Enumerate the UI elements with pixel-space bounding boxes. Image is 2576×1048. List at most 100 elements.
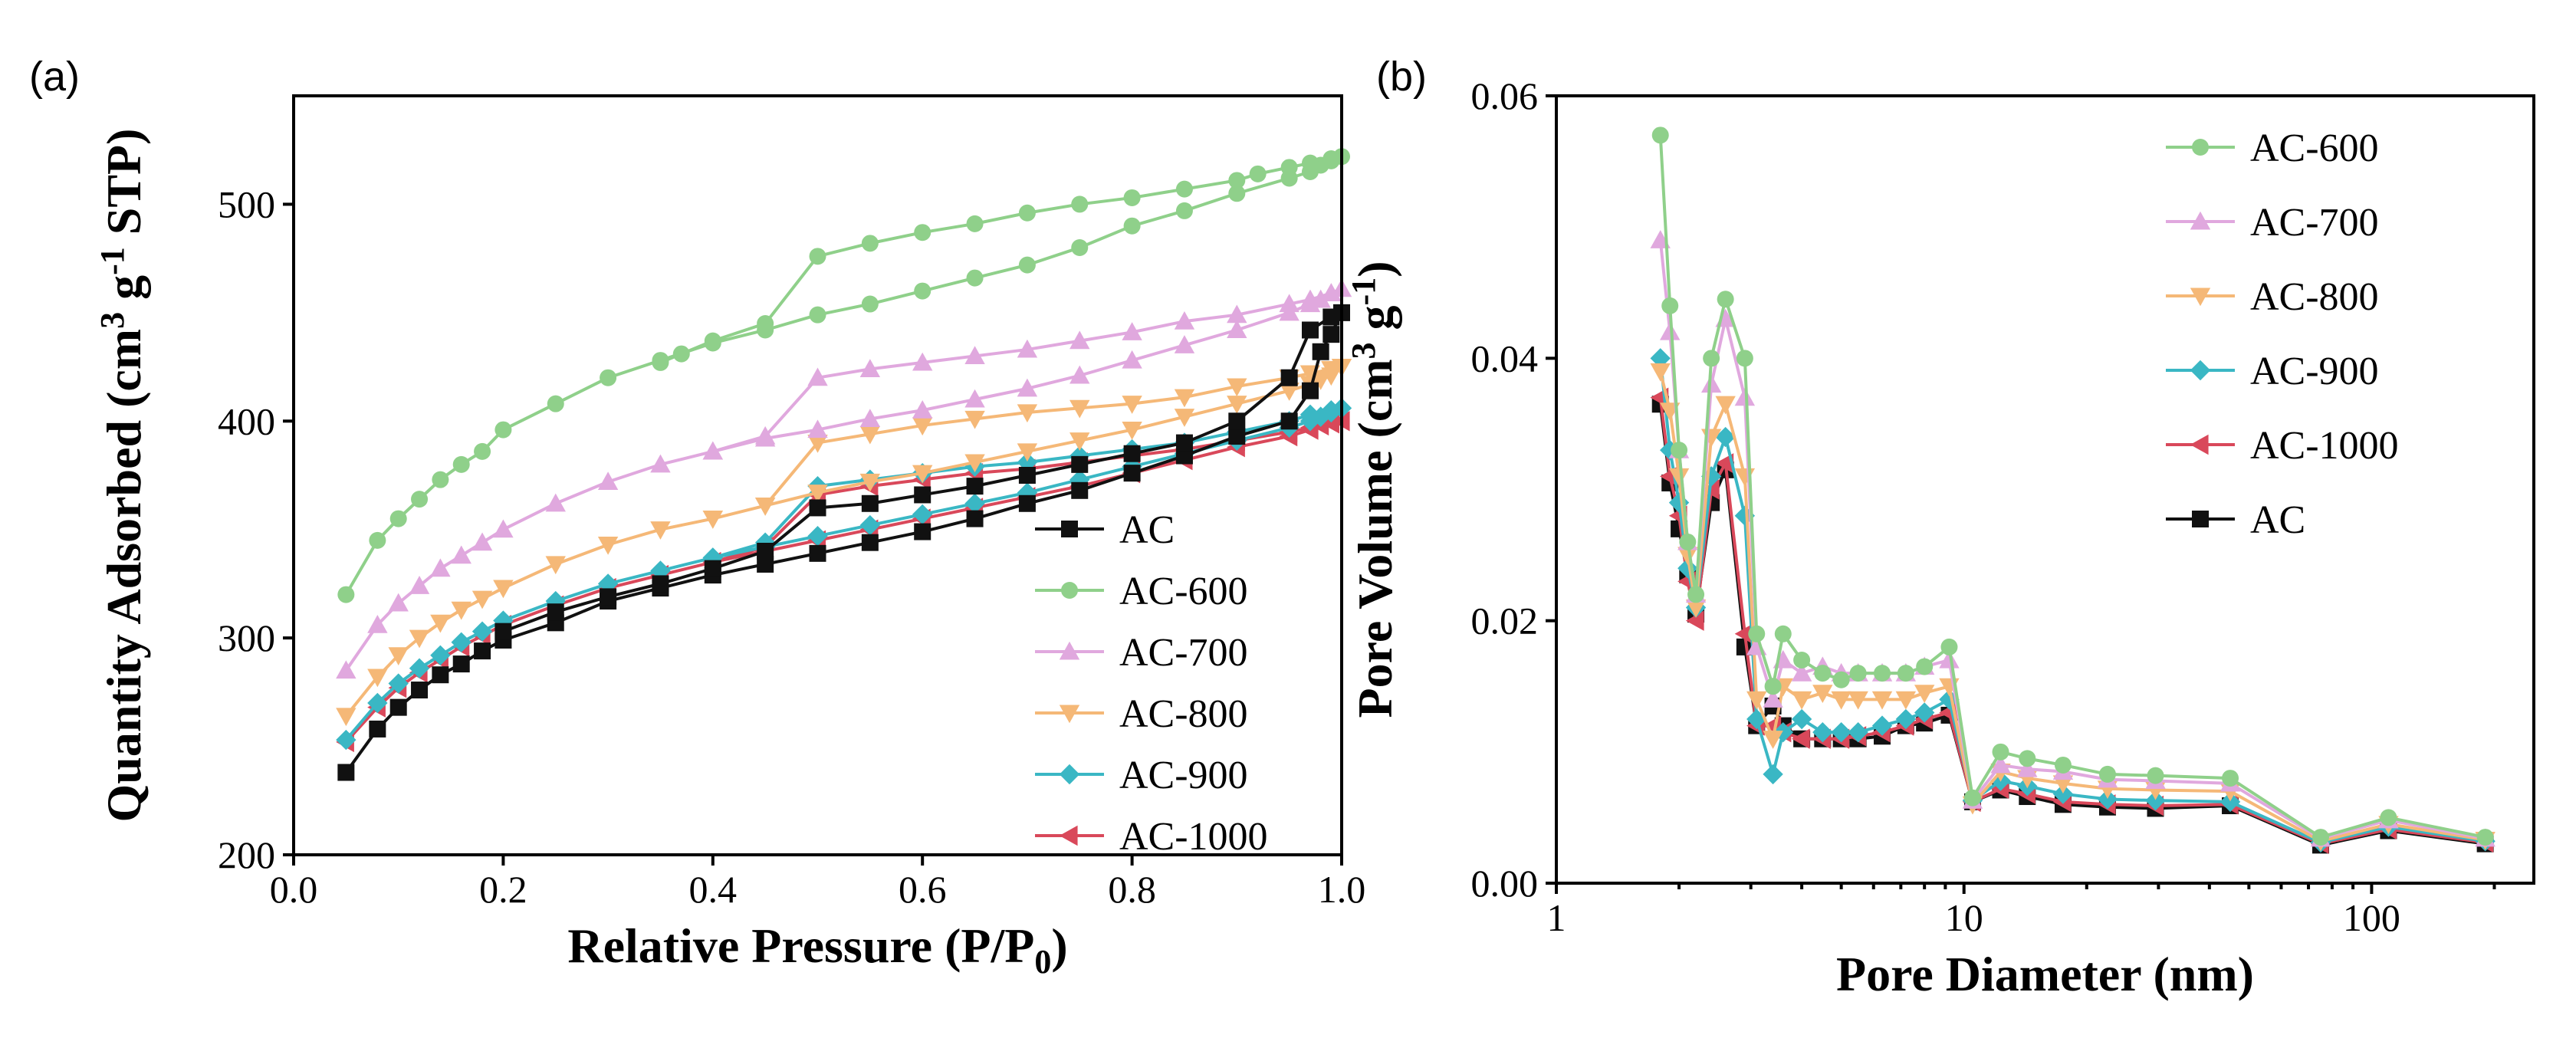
data-point-ac-900 [336,729,356,751]
data-point-ac-700 [1174,310,1195,330]
data-point-ac-700 [1734,387,1756,406]
data-point-ac-600 [369,531,386,549]
panel-a-legend: AC AC-600 AC-700 AC-800 AC-900 AC-1000 [1035,508,1268,859]
data-point-ac-800 [1763,731,1783,749]
data-point-ac-700 [1070,365,1090,384]
panel-a-x-axis-title: Relative Pressure (P/P0) [567,918,1067,981]
series-ac-600 [337,148,1350,603]
data-point-ac-600 [704,332,721,350]
data-point-ac-900 [807,526,828,547]
data-point-ac-600 [337,586,355,603]
data-point-ac-700 [2017,758,2038,777]
panel-a-xlabel-subscript: 0 [1034,943,1051,981]
data-point-ac-800 [597,536,619,555]
data-point-ac-700 [859,409,881,428]
panel-b-ylabel-sup1: 3 [1345,342,1382,359]
x-tick-label: 0.6 [899,868,947,911]
legend-item-ac-600: AC-600 [2166,126,2379,170]
data-point-ac [1228,428,1246,445]
data-point-ac-700 [472,532,493,551]
data-point-ac-900 [859,514,881,536]
legend-marker-ac-1000 [1059,825,1078,846]
data-point-ac-600 [1280,159,1298,176]
data-point-ac-600 [1849,665,1867,682]
legend-label: AC-600 [2250,126,2379,170]
data-point-ac-800 [493,580,514,599]
legend-label: AC-1000 [1119,815,1268,859]
legend-item-ac-800: AC-800 [1035,692,1248,736]
data-point-ac-600 [757,315,774,332]
data-point-ac [474,642,491,660]
data-point-ac-600 [1228,185,1246,202]
data-point-ac-600 [2222,770,2239,787]
data-point-ac-600 [1774,625,1792,642]
data-point-ac-600 [1661,297,1679,314]
data-point-ac-800 [807,485,828,503]
series-ac-800 [336,359,1352,727]
legend-marker-ac-800 [2190,287,2211,307]
panel-b-ticks: 1 10 100 0.00 0.02 0.04 0.06 [1471,74,2496,939]
data-point-ac [432,666,449,684]
data-point-ac-800 [754,498,776,516]
legend-marker-ac-700 [2190,211,2211,230]
data-point-ac [1301,382,1319,399]
data-point-ac-600 [1897,665,1914,682]
y-tick-label: 0.06 [1471,74,1539,117]
data-point-ac-600 [1071,239,1089,256]
data-point-ac-600 [1175,180,1193,198]
y-tick-label: 300 [218,616,275,659]
data-point-ac [1280,412,1298,430]
data-point-ac-700 [388,593,409,612]
data-point-ac-600 [1793,652,1811,669]
data-point-ac-700 [493,519,514,538]
data-point-ac-900 [1773,721,1793,743]
data-point-ac [1018,494,1036,512]
data-point-ac-700 [912,399,933,419]
legend-marker-ac-800 [1059,705,1080,724]
data-point-ac-600 [1687,586,1705,603]
x-tick-label: 0.2 [479,868,527,911]
data-point-ac-700 [859,359,881,377]
data-point-ac [1322,308,1340,326]
data-point-ac [1312,343,1329,360]
y-tick-label: 500 [218,182,275,225]
data-point-ac-600 [2098,765,2116,783]
data-point-ac-600 [1123,217,1141,235]
panel-a-ticks: 0.0 0.2 0.4 0.6 0.8 1.0 200 300 400 500 [218,182,1365,911]
data-point-ac-600 [1992,743,2009,761]
data-point-ac-600 [1018,204,1036,222]
data-point-ac-600 [1748,625,1766,642]
data-point-ac-1000 [1685,610,1704,631]
data-point-ac-700 [336,660,356,679]
data-point-ac-600 [452,455,470,473]
data-point-ac [861,494,879,512]
data-point-ac-600 [966,269,984,287]
data-point-ac-900 [1763,764,1783,785]
data-point-ac-900 [1939,689,1960,710]
data-point-ac-800 [1279,383,1300,401]
legend-label: AC-900 [2250,350,2379,393]
panel-b-label: (b) [1376,54,1427,100]
data-point-ac-600 [600,369,617,386]
data-point-ac-800 [807,435,828,453]
data-point-ac-700 [1227,320,1247,339]
data-point-ac-800 [1668,468,1690,487]
data-point-ac-600 [1651,126,1669,144]
data-point-ac-800 [1746,691,1767,710]
data-point-ac-700 [1017,339,1038,358]
data-point-ac-600 [1736,350,1753,367]
data-point-ac-900 [1848,721,1868,743]
legend-marker-ac-700 [1059,641,1080,660]
panel-b-ylabel-end: ) [1348,261,1402,277]
data-point-ac-700 [1300,289,1321,308]
data-point-ac-700 [430,558,451,577]
data-point-ac-800 [1677,547,1698,566]
legend-label: AC-900 [1119,754,1248,797]
data-point-ac-900 [1300,404,1321,425]
data-point-ac-800 [859,473,881,492]
series-line-ac-600 [344,155,1343,596]
data-point-ac-600 [1071,195,1089,213]
panel-b-ylabel-mid: g [1348,305,1402,342]
data-point-ac-700 [1279,294,1300,313]
data-point-ac [1228,412,1246,430]
